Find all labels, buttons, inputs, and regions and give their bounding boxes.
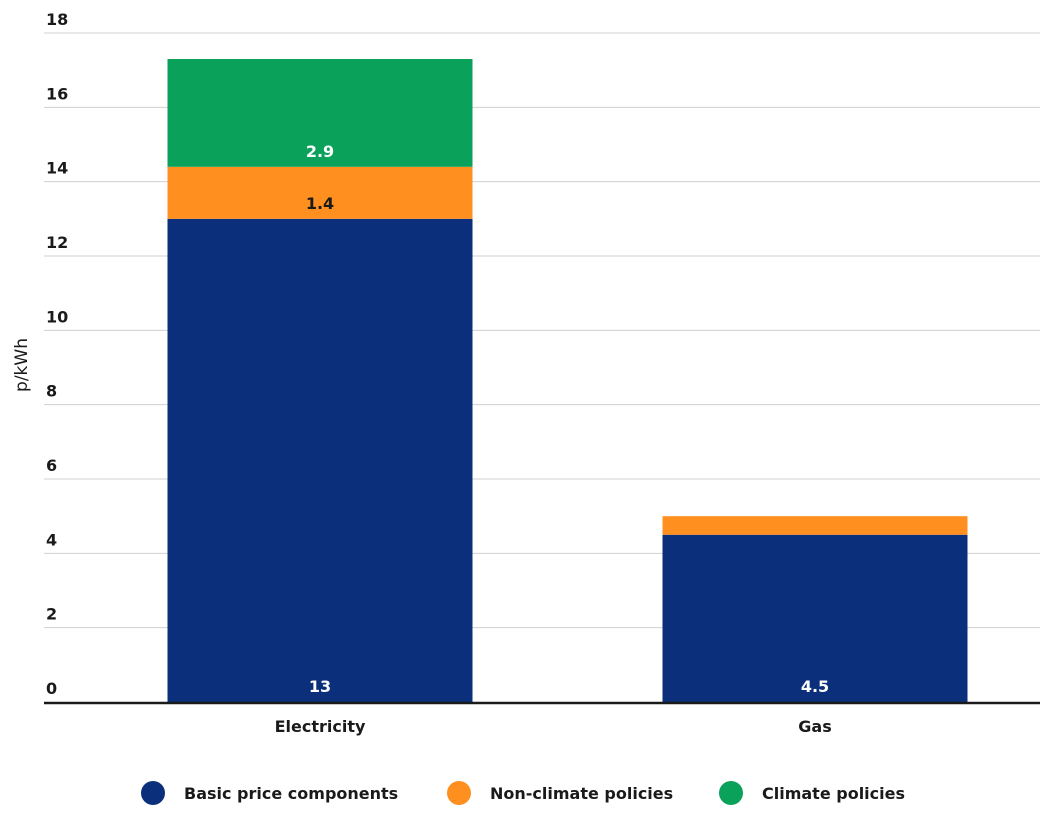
legend-swatch: [447, 781, 471, 805]
legend: Basic price components Non-climate polici…: [141, 781, 905, 805]
y-tick-label: 8: [46, 382, 57, 401]
bar-segment-electricity-non-climate-policies: [167, 166, 473, 219]
y-tick-label: 12: [46, 233, 68, 252]
y-tick-label: 2: [46, 605, 57, 624]
y-tick-label: 6: [46, 456, 57, 475]
legend-label: Basic price components: [184, 784, 398, 803]
data-label: 4.5: [801, 677, 829, 696]
bar-segment-gas-basic-price-components: [662, 534, 968, 702]
y-tick-label: 14: [46, 159, 68, 178]
y-tick-label: 0: [46, 679, 57, 698]
legend-swatch: [719, 781, 743, 805]
bar-segment-gas-non-climate-policies: [662, 516, 968, 535]
data-label: 2.9: [306, 142, 334, 161]
bar-segment-electricity-basic-price-components: [167, 218, 473, 703]
x-axis: Electricity Gas: [44, 701, 1040, 736]
x-category-label: Electricity: [275, 717, 366, 736]
y-axis-title: p/kWh: [12, 338, 32, 392]
y-tick-label: 18: [46, 10, 68, 29]
legend-swatch: [141, 781, 165, 805]
y-tick-label: 4: [46, 530, 57, 549]
data-label: 13: [309, 677, 331, 696]
data-label: 1.4: [306, 194, 334, 213]
y-tick-label: 16: [46, 84, 68, 103]
y-tick-label: 10: [46, 307, 68, 326]
x-category-label: Gas: [798, 717, 831, 736]
data-labels: 13 1.4 2.9 4.5: [306, 142, 829, 696]
bar-segment-electricity-climate-policies: [167, 59, 473, 167]
legend-label: Climate policies: [762, 784, 905, 803]
legend-label: Non-climate policies: [490, 784, 673, 803]
y-tick-labels: 0 2 4 6 8 10 12 14 16 18: [46, 10, 68, 698]
bars: [167, 59, 968, 703]
